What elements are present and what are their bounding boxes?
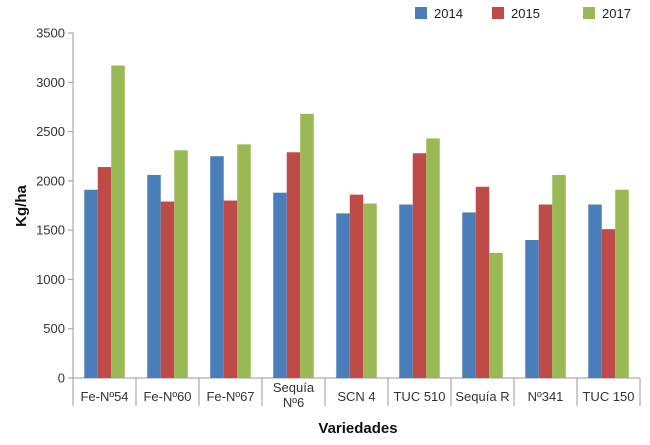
bar-2015 (286, 152, 301, 378)
y-tick-label: 0 (58, 371, 65, 386)
bar-2014 (273, 192, 287, 378)
bar-2014 (147, 174, 161, 378)
bar-2014 (336, 213, 350, 378)
bar-2015 (475, 186, 490, 378)
x-tick-label: TUC 510 (393, 389, 445, 404)
x-tick-label: Fe-Nº54 (80, 389, 128, 404)
bar-2015 (97, 167, 112, 378)
bar-2015 (412, 153, 427, 378)
y-tick-label: 1000 (36, 272, 65, 287)
bar-2017 (363, 203, 377, 378)
y-tick-label: 500 (43, 321, 65, 336)
y-tick-label: 3500 (36, 26, 65, 41)
y-tick-label: 2500 (36, 124, 65, 139)
legend-swatch-2017 (583, 7, 595, 19)
bar-2015 (538, 204, 553, 378)
bar-2014 (588, 204, 602, 378)
x-tick-label: SCN 4 (337, 389, 375, 404)
x-axis-title: Variedades (318, 420, 397, 437)
x-tick-label: Sequía (273, 380, 315, 395)
x-tick-label: Nº6 (283, 395, 304, 410)
y-tick-label: 1500 (36, 223, 65, 238)
legend-label-2014: 2014 (434, 6, 463, 21)
bar-2017 (426, 138, 440, 378)
bar-2015 (349, 194, 364, 378)
bar-2014 (399, 204, 413, 378)
y-tick-label: 2000 (36, 173, 65, 188)
x-tick-label: TUC 150 (582, 389, 634, 404)
bar-2017 (615, 189, 629, 378)
bar-2017 (552, 174, 566, 378)
bar-2017 (174, 150, 188, 378)
legend-swatch-2014 (415, 7, 427, 19)
x-tick-label: Sequía R (455, 389, 509, 404)
legend: 2014 2015 2017 (415, 6, 631, 21)
legend-swatch-2015 (492, 7, 504, 19)
legend-label-2017: 2017 (602, 6, 631, 21)
bar-2015 (160, 201, 175, 378)
bar-2014 (84, 189, 98, 378)
bar-2017 (111, 65, 125, 379)
bar-2015 (223, 200, 238, 378)
bar-2015 (601, 229, 616, 378)
y-tick-label: 3000 (36, 75, 65, 90)
bar-2017 (300, 113, 314, 378)
bar-2017 (489, 252, 503, 378)
bar-2014 (525, 240, 539, 378)
y-axis-title: Kg/ha (13, 185, 30, 227)
bar-2017 (237, 144, 251, 378)
bar-2014 (462, 212, 476, 378)
x-tick-label: Fe-Nº60 (143, 389, 191, 404)
x-tick-label: Fe-Nº67 (206, 389, 254, 404)
x-tick-label: Nº341 (528, 389, 564, 404)
plot-area: 0 500 1000 1500 2000 2500 3000 3500 Fe-Nº54 Fe-Nº… (36, 26, 641, 410)
bar-2014 (210, 156, 224, 378)
legend-label-2015: 2015 (511, 6, 540, 21)
